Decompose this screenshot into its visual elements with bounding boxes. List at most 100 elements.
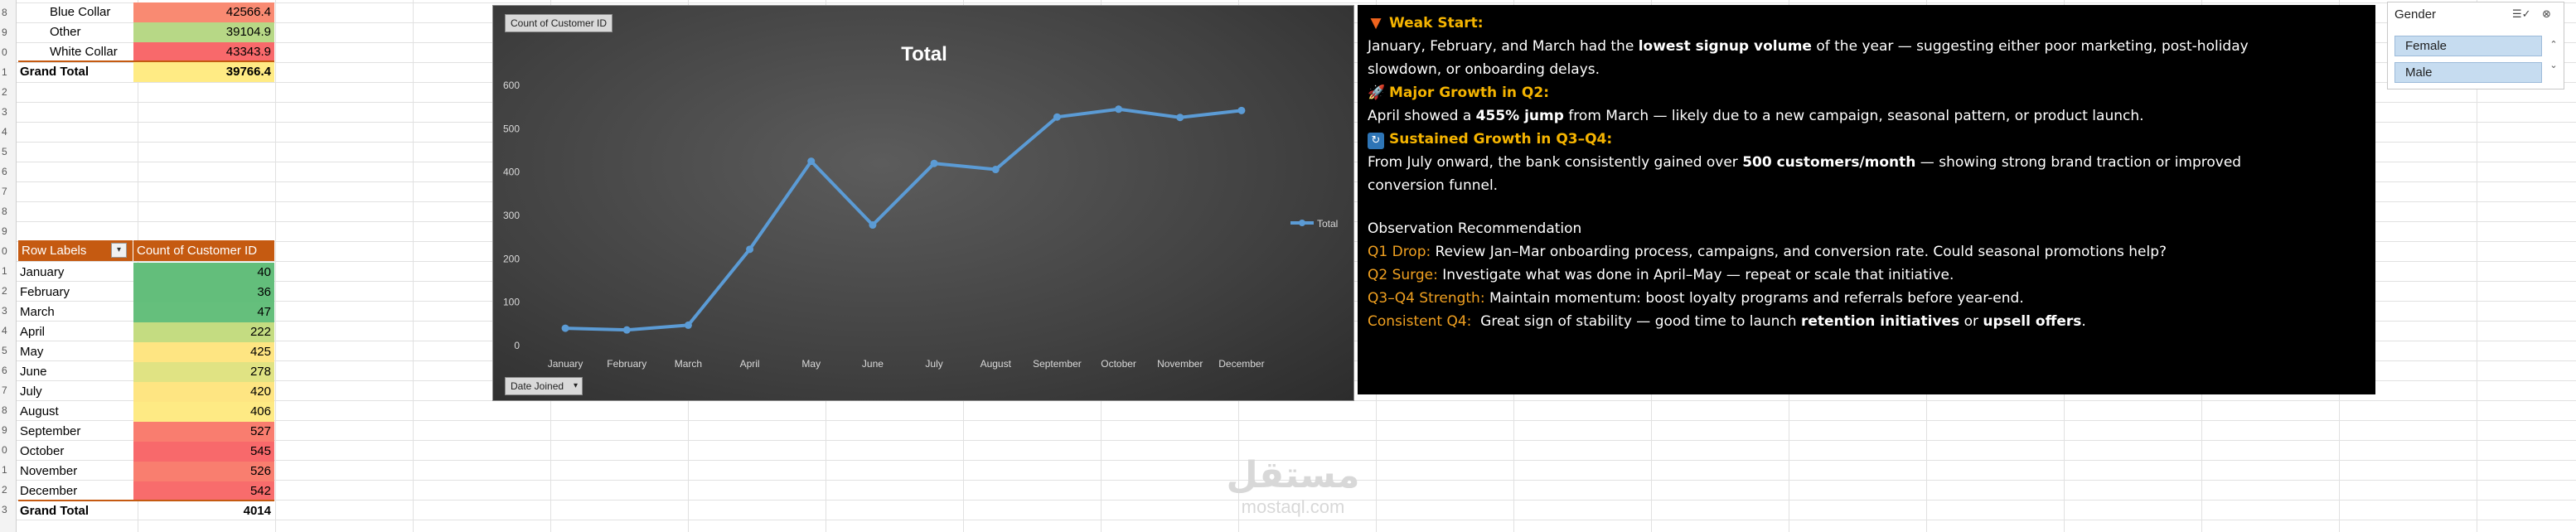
pivot-row-value[interactable]: 36 [133, 283, 274, 302]
pivot-row-label[interactable]: April [20, 325, 46, 339]
y-tick-label: 400 [503, 167, 520, 178]
row-number[interactable]: 5 [2, 146, 7, 157]
pivot-row-value[interactable]: 542 [133, 481, 274, 501]
x-tick-label: September [1033, 358, 1082, 370]
text-span: April showed a [1368, 108, 1476, 124]
down-triangle-icon: ▼ [1370, 15, 1382, 31]
pivot-row-label[interactable]: February [20, 285, 70, 299]
chart-axis-field-button[interactable]: Date Joined ▾ [505, 377, 583, 395]
pivot-row-value[interactable]: 420 [133, 382, 274, 402]
multi-select-icon[interactable]: ☰✓ [2512, 7, 2531, 20]
pivot-row-label[interactable]: November [20, 464, 78, 478]
pivot-row-label[interactable]: September [20, 424, 81, 438]
y-tick-label: 0 [514, 340, 520, 351]
row-number[interactable]: 8 [2, 404, 7, 416]
row-number[interactable]: 8 [2, 7, 7, 18]
pivot-row-label[interactable]: October [20, 444, 65, 458]
row-number[interactable]: 2 [2, 484, 7, 496]
chevron-up-icon[interactable]: ⌃ [2549, 40, 2558, 50]
pivot-row-label[interactable]: August [20, 404, 59, 418]
recommendation-item: Q1 Drop: Review Jan–Mar onboarding proce… [1368, 240, 2365, 264]
row-number[interactable]: 8 [2, 206, 7, 217]
watermark-arabic: مستقل [1226, 455, 1360, 496]
pivot-row-value[interactable]: 43343.9 [133, 42, 274, 62]
chevron-down-icon[interactable]: ⌄ [2549, 60, 2558, 70]
row-number[interactable]: 0 [2, 245, 7, 257]
row-number[interactable]: 7 [2, 384, 7, 396]
pivot-grand-total-label[interactable]: Grand Total [20, 504, 90, 518]
row-number[interactable]: 1 [2, 464, 7, 476]
pivot-row-label[interactable]: White Collar [50, 45, 118, 59]
row-number[interactable]: 9 [2, 225, 7, 237]
pivot-row-value[interactable]: 278 [133, 362, 274, 382]
pivot-row-value[interactable]: 40 [133, 263, 274, 283]
observation-text: April showed a 455% jump from March — li… [1368, 104, 2365, 128]
pivot-row-value[interactable]: 42566.4 [133, 2, 274, 22]
row-number[interactable]: 9 [2, 27, 7, 38]
row-number[interactable]: 1 [2, 66, 7, 78]
text-span: Maintain momentum: boost loyalty program… [1484, 290, 2024, 307]
pivot-chart[interactable]: Count of Customer ID Date Joined ▾ Total… [492, 5, 1354, 401]
pivot-row-value[interactable]: 406 [133, 402, 274, 422]
data-point [561, 324, 569, 332]
filter-dropdown-icon[interactable]: ▾ [111, 243, 127, 258]
chart-axis-field-label: Date Joined [511, 380, 564, 392]
pivot-row-value[interactable]: 39104.9 [133, 22, 274, 42]
text-span: or [1959, 313, 1983, 330]
row-number[interactable]: 2 [2, 86, 7, 98]
pivot-row-label[interactable]: July [20, 384, 42, 399]
observation-sustained-heading: ↻ Sustained Growth in Q3–Q4: [1368, 128, 2365, 151]
row-number[interactable]: 0 [2, 46, 7, 58]
pivot-row-label[interactable]: June [20, 365, 47, 379]
row-header[interactable]: 8 9 0 1 2 3 4 5 6 7 8 9 0 1 2 3 4 5 6 7 8 9 0 1 2 3 [0, 0, 17, 532]
chart-value-field-button[interactable]: Count of Customer ID [505, 14, 613, 32]
row-number[interactable]: 3 [2, 305, 7, 317]
pivot-row-label[interactable]: May [20, 345, 44, 359]
slicer-scrollbar[interactable]: ⌃ ⌄ [2547, 39, 2560, 87]
slicer-item-female[interactable]: Female [2394, 36, 2542, 56]
row-number[interactable]: 0 [2, 444, 7, 456]
y-tick-label: 200 [503, 253, 520, 264]
y-tick-label: 500 [503, 123, 520, 134]
text-bold: retention initiatives [1800, 313, 1960, 330]
x-tick-label: April [740, 358, 760, 370]
recommendation-item: Consistent Q4: Great sign of stability —… [1368, 310, 2365, 333]
row-number[interactable]: 3 [2, 106, 7, 118]
pivot-row-label[interactable]: January [20, 265, 65, 279]
text-span: — showing strong brand traction or impro… [1915, 154, 2242, 171]
pivot-grand-total-label[interactable]: Grand Total [20, 65, 90, 79]
row-number[interactable]: 3 [2, 504, 7, 515]
pivot-row-value[interactable]: 527 [133, 422, 274, 442]
pivot-row-value[interactable]: 425 [133, 342, 274, 362]
pivot-header-count[interactable]: Count of Customer ID [133, 240, 274, 261]
clear-filter-icon[interactable]: ⊗ [2542, 7, 2551, 20]
pivot-row-label[interactable]: December [20, 484, 78, 498]
text-span: January, February, and March had the [1368, 38, 1639, 55]
data-point [991, 166, 1000, 174]
observations-panel[interactable]: ▼ Weak Start: January, February, and Marc… [1358, 5, 2375, 394]
pivot-grand-total-value[interactable]: 39766.4 [133, 62, 274, 82]
pivot-row-label[interactable]: Other [50, 25, 81, 39]
pivot-row-value[interactable]: 545 [133, 442, 274, 462]
pivot-row-label[interactable]: Blue Collar [50, 5, 111, 19]
slicer-item-male[interactable]: Male [2394, 62, 2542, 83]
pivot-grand-total-value[interactable]: 4014 [243, 504, 271, 518]
row-number[interactable]: 1 [2, 265, 7, 277]
row-number[interactable]: 6 [2, 166, 7, 177]
row-number[interactable]: 4 [2, 126, 7, 138]
row-number[interactable]: 4 [2, 325, 7, 336]
pivot-row-label[interactable]: March [20, 305, 55, 319]
pivot-row-value[interactable]: 47 [133, 302, 274, 322]
pivot-row-value[interactable]: 222 [133, 322, 274, 342]
pivot-row-value[interactable]: 526 [133, 462, 274, 481]
recommendation-title: Observation Recommendation [1368, 220, 1582, 237]
row-number[interactable]: 7 [2, 186, 7, 197]
row-number[interactable]: 5 [2, 345, 7, 356]
x-tick-label: November [1157, 358, 1203, 370]
x-tick-label: February [607, 358, 646, 370]
row-number[interactable]: 9 [2, 424, 7, 436]
gender-slicer[interactable]: Gender ☰✓ ⊗ Female Male ⌃ ⌄ [2387, 2, 2564, 89]
text-span: Review Jan–Mar onboarding process, campa… [1431, 244, 2167, 260]
row-number[interactable]: 2 [2, 285, 7, 297]
row-number[interactable]: 6 [2, 365, 7, 376]
